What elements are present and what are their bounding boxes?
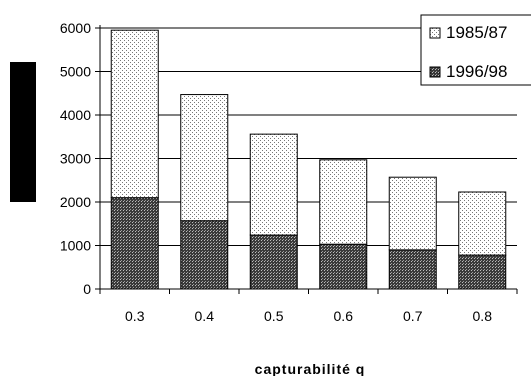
bar-segment-1985-87-0_6 xyxy=(319,159,368,245)
y-tick-labels: 0 1000 2000 3000 4000 5000 6000 xyxy=(60,20,100,297)
bars xyxy=(110,29,507,290)
y-tick-label: 6000 xyxy=(60,20,91,36)
legend-swatch-1996-98 xyxy=(429,66,441,78)
x-axis-title: capturabilité q xyxy=(255,361,366,376)
bar-segment-1996-98-0_8 xyxy=(458,254,507,290)
bar-segment-1996-98-0_5 xyxy=(249,234,298,290)
bar-segment-1996-98-0_4 xyxy=(180,220,229,290)
legend-swatch-1985-87 xyxy=(429,27,441,39)
bar-segment-1985-87-0_5 xyxy=(249,133,298,236)
y-tick-label: 2000 xyxy=(60,194,91,210)
bar-segment-1985-87-0_7 xyxy=(388,176,437,251)
legend-label-1985-87: 1985/87 xyxy=(446,23,507,42)
y-tick-label: 1000 xyxy=(60,238,91,254)
bar-segment-1985-87-0_3 xyxy=(110,29,159,199)
bar-segment-1996-98-0_6 xyxy=(319,243,368,290)
bar-segment-1996-98-0_3 xyxy=(110,197,159,290)
x-tick-label: 0.4 xyxy=(195,308,215,324)
bar-segment-1996-98-0_7 xyxy=(388,249,437,290)
x-tick-label: 0.3 xyxy=(125,308,145,324)
bar-segment-1985-87-0_8 xyxy=(458,191,507,256)
legend-label-1996-98: 1996/98 xyxy=(446,62,507,81)
x-tick-label: 0.7 xyxy=(403,308,423,324)
x-tick-label: 0.6 xyxy=(334,308,354,324)
y-axis-title-block xyxy=(10,62,36,202)
x-tick-label: 0.5 xyxy=(264,308,284,324)
y-tick-label: 4000 xyxy=(60,107,91,123)
legend: 1985/87 1996/98 xyxy=(420,14,531,86)
x-tick-label: 0.8 xyxy=(473,308,493,324)
y-tick-label: 3000 xyxy=(60,151,91,167)
bar-segment-1985-87-0_4 xyxy=(180,94,229,222)
y-tick-label: 0 xyxy=(83,281,91,297)
gridlines xyxy=(100,27,517,246)
x-tick-labels: 0.3 0.4 0.5 0.6 0.7 0.8 xyxy=(99,289,518,324)
y-tick-label: 5000 xyxy=(60,64,91,80)
